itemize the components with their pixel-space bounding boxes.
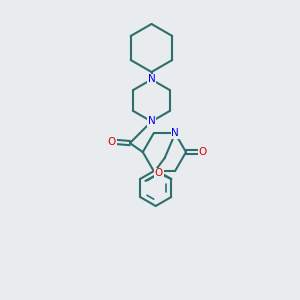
Text: O: O	[108, 136, 116, 147]
Text: N: N	[148, 116, 155, 127]
Text: N: N	[171, 128, 179, 138]
Text: O: O	[155, 168, 163, 178]
Text: O: O	[198, 147, 207, 157]
Text: N: N	[148, 74, 155, 85]
